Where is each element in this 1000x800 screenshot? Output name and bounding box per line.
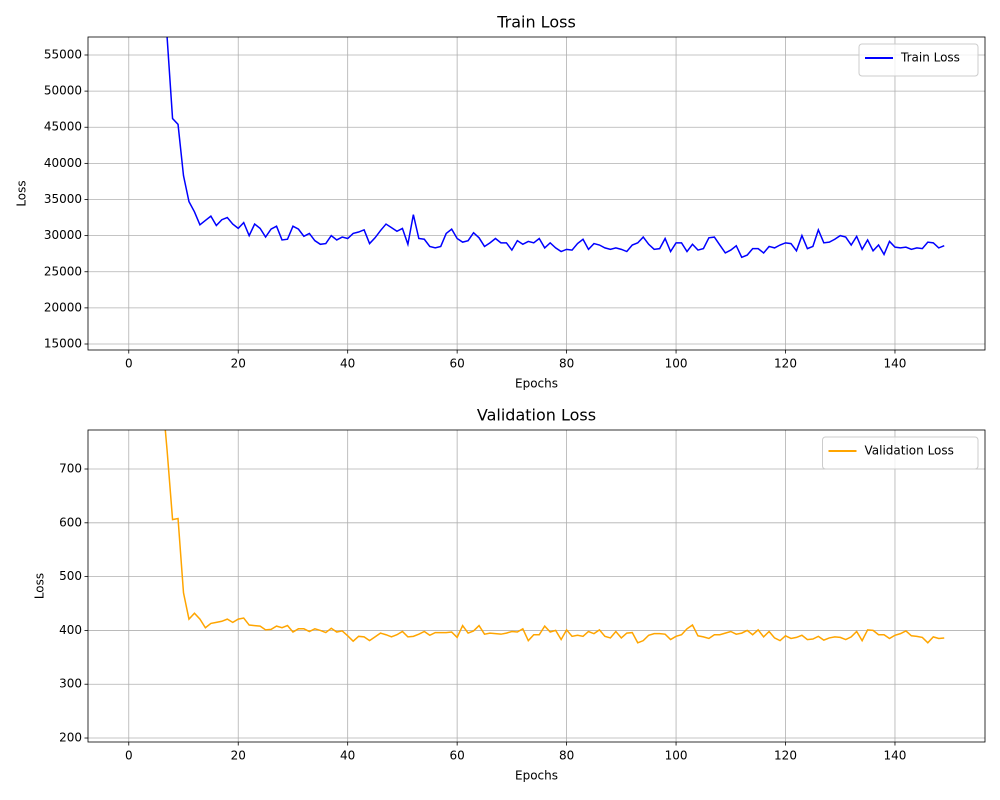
y-tick-label: 45000	[44, 120, 82, 134]
y-tick-label: 500	[59, 569, 82, 583]
y-tick-label: 55000	[44, 47, 82, 61]
line	[164, 430, 945, 644]
legend: Validation Loss	[822, 436, 979, 470]
y-tick-label: 25000	[44, 264, 82, 278]
y-tick-label: 30000	[44, 228, 82, 242]
legend-box	[822, 436, 979, 470]
y-tick-label: 40000	[44, 156, 82, 170]
y-axis-label: Loss	[15, 180, 29, 206]
chart-title: Train Loss	[496, 13, 576, 32]
x-tick-label: 60	[450, 749, 465, 763]
y-tick-label: 300	[59, 677, 82, 691]
subplot: 0 20 40 60 80 100 120 140 200 300 400 500 600 700 Vali…	[33, 406, 986, 783]
x-tick-label: 120	[774, 749, 797, 763]
y-tick-label: 50000	[44, 84, 82, 98]
x-tick-label: 140	[884, 749, 907, 763]
legend-box	[858, 43, 979, 77]
x-tick-label: 40	[340, 357, 355, 371]
subplot: 0 20 40 60 80 100 120 140 15000 20000 25000 30000 35…	[15, 13, 986, 391]
y-tick-label: 200	[59, 731, 82, 745]
legend: Train Loss	[858, 43, 979, 77]
y-tick-label: 400	[59, 623, 82, 637]
y-tick-label: 35000	[44, 192, 82, 206]
x-tick-label: 40	[340, 749, 355, 763]
x-tick-label: 80	[559, 357, 574, 371]
line	[166, 37, 945, 259]
x-tick-label: 140	[884, 357, 907, 371]
legend-label: Train Loss	[900, 51, 960, 65]
x-tick-label: 60	[450, 357, 465, 371]
x-tick-label: 120	[774, 357, 797, 371]
y-tick-label: 700	[59, 462, 82, 476]
x-tick-label: 20	[231, 357, 246, 371]
x-tick-label: 20	[231, 749, 246, 763]
x-tick-label: 100	[665, 749, 688, 763]
axes-frame	[87, 36, 986, 351]
x-tick-label: 80	[559, 749, 574, 763]
x-axis-label: Epochs	[515, 377, 558, 391]
x-tick-label: 0	[125, 749, 133, 763]
x-tick-label: 100	[665, 357, 688, 371]
x-axis-label: Epochs	[515, 769, 558, 783]
y-axis-label: Loss	[33, 573, 47, 599]
y-tick-label: 15000	[44, 337, 82, 351]
x-tick-label: 0	[125, 357, 133, 371]
y-tick-label: 600	[59, 515, 82, 529]
chart-title: Validation Loss	[477, 406, 596, 425]
y-tick-label: 20000	[44, 300, 82, 314]
axes-frame	[87, 429, 986, 743]
legend-label: Validation Loss	[865, 444, 954, 458]
